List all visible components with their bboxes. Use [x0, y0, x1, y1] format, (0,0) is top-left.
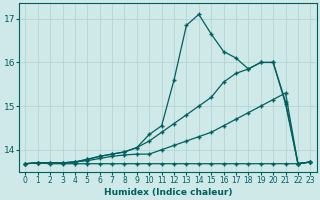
X-axis label: Humidex (Indice chaleur): Humidex (Indice chaleur): [104, 188, 232, 197]
